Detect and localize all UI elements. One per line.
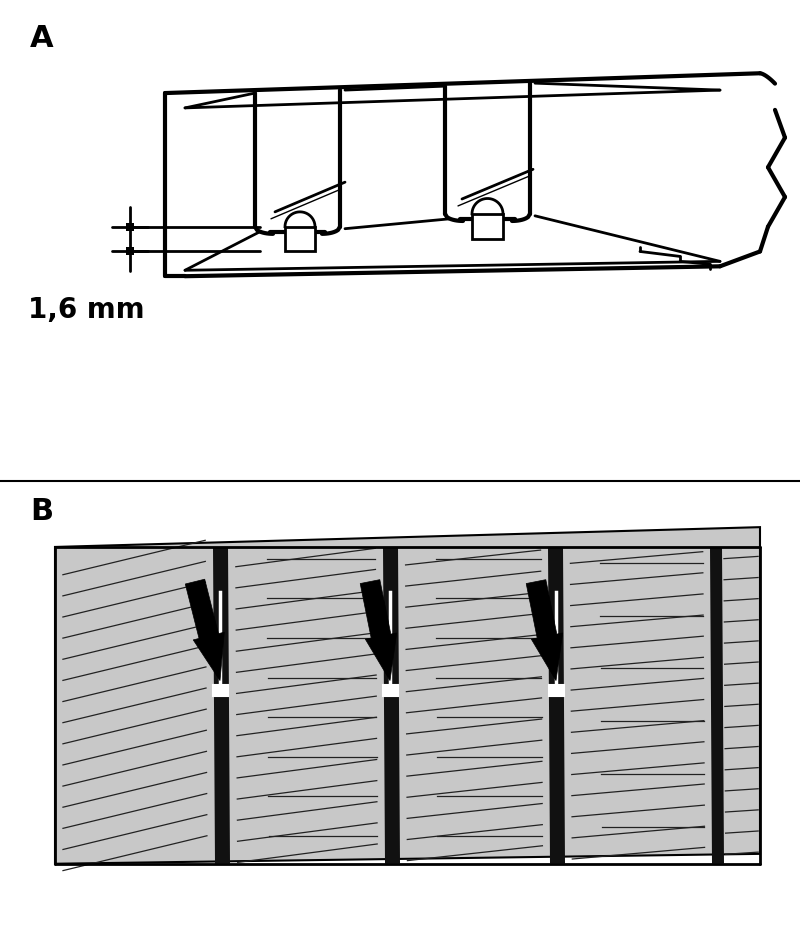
Bar	[549, 685, 564, 696]
Polygon shape	[548, 547, 565, 864]
Bar	[383, 685, 398, 696]
Polygon shape	[526, 580, 562, 681]
Text: A: A	[30, 23, 54, 53]
Text: B: B	[30, 497, 53, 526]
Polygon shape	[186, 579, 224, 681]
Text: 1,6 mm: 1,6 mm	[28, 296, 145, 324]
Bar	[126, 222, 134, 231]
Bar	[285, 227, 315, 251]
Polygon shape	[213, 547, 230, 864]
Polygon shape	[55, 527, 760, 864]
Polygon shape	[360, 580, 397, 681]
Polygon shape	[710, 547, 724, 864]
Polygon shape	[383, 547, 400, 864]
Bar	[472, 214, 503, 238]
Bar	[213, 685, 228, 696]
Bar	[126, 248, 134, 255]
